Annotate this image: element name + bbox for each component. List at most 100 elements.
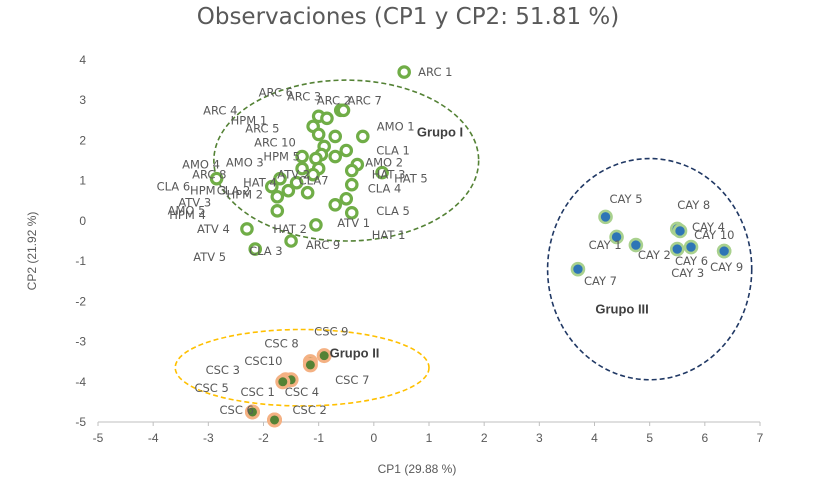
group-ellipse-3 — [546, 157, 753, 381]
x-tick-label: 2 — [481, 431, 488, 445]
point-label: HPM 3 — [190, 184, 226, 198]
data-point — [609, 229, 624, 245]
point-label: AMO 1 — [377, 119, 415, 133]
point-label: ARC 10 — [254, 135, 296, 149]
point-label: CAY 7 — [584, 274, 617, 288]
point-label: CSC10 — [244, 354, 282, 368]
point-label: CAY 8 — [677, 198, 710, 212]
y-tick-label: 3 — [79, 93, 86, 107]
data-point — [248, 242, 263, 256]
point-label: CSC 3 — [206, 363, 240, 377]
point-label: ATV 4 — [197, 222, 230, 236]
point-label: CAY 10 — [694, 228, 734, 242]
data-point — [339, 143, 354, 158]
data-point — [295, 149, 309, 164]
y-tick-label: 4 — [79, 53, 86, 67]
data-point — [309, 218, 323, 232]
point-label: AMO 4 — [182, 158, 220, 172]
point-label: CAY 2 — [638, 248, 671, 262]
point-label: ARC 1 — [418, 65, 452, 79]
point-label: ATV 1 — [337, 216, 370, 230]
point-label: CAY 6 — [675, 254, 708, 268]
chart-title: Observaciones (CP1 y CP2: 51.81 %) — [196, 4, 620, 30]
point-label: AMO 3 — [226, 156, 264, 170]
data-point — [209, 171, 224, 186]
x-tick-label: 1 — [426, 431, 433, 445]
data-point — [270, 204, 285, 218]
data-point — [302, 357, 318, 373]
point-label: ARC 2 — [317, 93, 351, 107]
y-tick-label: -5 — [75, 415, 86, 429]
point-label: CAY 3 — [671, 266, 704, 280]
point-label: HAT 4 — [243, 176, 277, 190]
data-point — [375, 165, 389, 180]
x-tick-label: 5 — [646, 431, 653, 445]
point-label: HAT 2 — [273, 222, 307, 236]
y-tick-label: -4 — [75, 375, 86, 389]
data-point — [397, 65, 411, 79]
point-label: HAT 3 — [372, 168, 406, 182]
data-point — [240, 222, 254, 236]
x-axis-title: CP1 (29.88 %) — [378, 462, 457, 476]
data-point — [311, 127, 326, 142]
x-tick-label: 4 — [591, 431, 598, 445]
point-label: CLA 2 — [217, 184, 251, 198]
point-label: CSC 6 — [220, 403, 254, 417]
point-label: CSC 5 — [194, 381, 228, 395]
point-label: CSC 2 — [293, 403, 327, 417]
point-label: ATV 3 — [178, 196, 211, 210]
x-tick-label: 3 — [536, 431, 543, 445]
y-tick-label: 0 — [79, 214, 86, 228]
point-label: CSC 1 — [240, 385, 274, 399]
y-tick-label: -2 — [75, 294, 86, 308]
x-tick-label: -4 — [148, 431, 159, 445]
group-ellipse-1 — [213, 79, 480, 242]
data-point — [339, 191, 354, 206]
point-label: HPM 1 — [231, 113, 267, 127]
y-tick-label: -3 — [75, 335, 86, 349]
point-label: ARC 9 — [306, 238, 340, 252]
point-label: ATV 2 — [277, 168, 310, 182]
point-label: HPM 4 — [169, 208, 205, 222]
x-tick-label: 6 — [701, 431, 708, 445]
point-label: CSC 9 — [314, 325, 348, 339]
data-point — [570, 261, 586, 277]
point-label: CAY 4 — [692, 220, 725, 234]
data-point — [683, 239, 699, 255]
y-tick-label: 2 — [79, 133, 86, 147]
data-point — [328, 149, 343, 164]
data-point — [244, 404, 260, 420]
x-tick-label: -5 — [93, 431, 104, 445]
point-label: CSC 7 — [335, 373, 369, 387]
x-tick-label: 0 — [370, 431, 377, 445]
data-point — [672, 223, 688, 239]
data-point — [281, 183, 296, 198]
group-ellipse-2 — [174, 328, 430, 407]
point-label: HPM 5 — [263, 150, 299, 164]
point-label: CLA 4 — [368, 182, 402, 196]
point-label: CAY 9 — [710, 260, 743, 274]
point-label: HPM 2 — [227, 188, 263, 202]
data-point — [284, 234, 298, 248]
point-label: CLA 6 — [157, 180, 191, 194]
point-label: AMO 2 — [365, 156, 403, 170]
point-label: ARC 6 — [259, 85, 293, 99]
point-label: ARC 5 — [245, 121, 279, 135]
data-point — [300, 185, 315, 200]
data-point — [344, 163, 359, 178]
point-label: HAT 1 — [372, 228, 406, 242]
data-point — [336, 103, 351, 118]
point-label: CSC 4 — [285, 385, 319, 399]
point-label: CSC 8 — [264, 337, 298, 351]
data-point — [264, 179, 279, 194]
y-axis-title: CP2 (21.92 %) — [25, 212, 39, 291]
point-label: CAY 1 — [589, 238, 622, 252]
point-label: CLA7 — [299, 174, 329, 188]
point-label: CLA 3 — [249, 244, 283, 258]
point-label: AMO 5 — [168, 204, 206, 218]
data-point — [598, 209, 613, 225]
group-label-3: Grupo III — [595, 301, 648, 316]
group-label-1: Grupo I — [417, 124, 463, 139]
